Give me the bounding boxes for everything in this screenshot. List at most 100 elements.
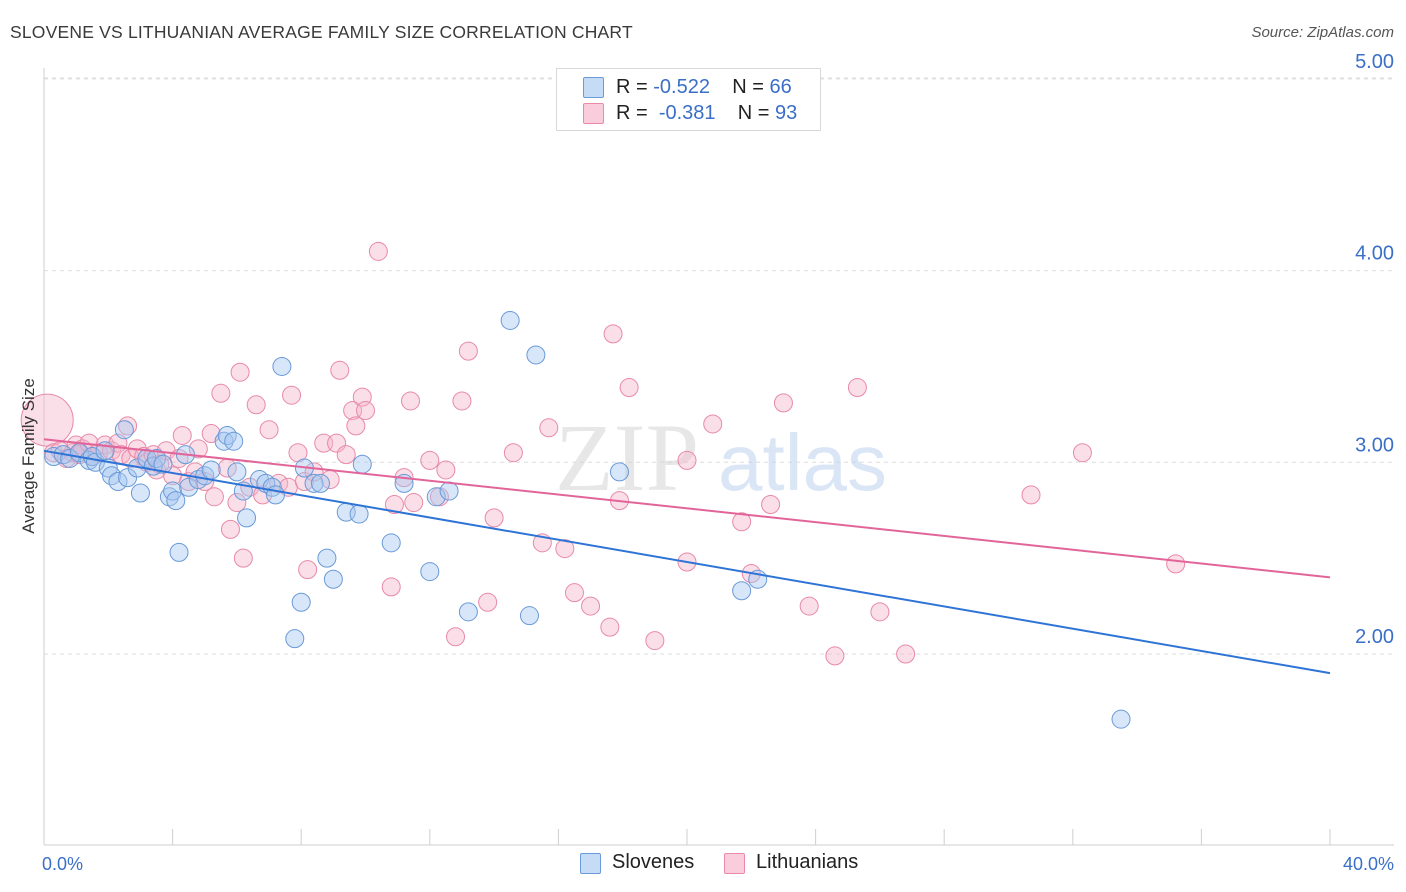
trendlines [43, 438, 1331, 675]
watermark: ZIP atlas [555, 404, 887, 511]
y-tick-label: 2.00 [1355, 626, 1394, 648]
point-lithuanians [436, 460, 456, 480]
source-label: Source: ZipAtlas.com [1251, 24, 1394, 41]
point-lithuanians [619, 378, 639, 398]
point-lithuanians [503, 443, 523, 463]
point-lithuanians [1021, 485, 1041, 505]
stats-text-lithuanians: R = -0.381 N = 93 [616, 102, 797, 125]
point-slovenes [265, 485, 285, 505]
point-lithuanians [259, 420, 279, 440]
point-lithuanians [246, 395, 266, 415]
point-lithuanians [645, 631, 665, 651]
point-lithuanians [230, 362, 250, 382]
point-lithuanians [404, 493, 424, 513]
legend-swatch-lithuanians [724, 853, 745, 874]
point-lithuanians [539, 418, 559, 438]
legend-swatch-slovenes [580, 853, 601, 874]
point-slovenes [317, 548, 337, 568]
point-lithuanians [330, 360, 350, 380]
watermark-zip: ZIP [555, 404, 699, 511]
point-slovenes [237, 508, 257, 528]
n-label: N = [732, 76, 764, 98]
point-lithuanians [188, 439, 208, 459]
n-value: 93 [775, 102, 798, 124]
point-lithuanians [773, 393, 793, 413]
point-slovenes [304, 473, 324, 493]
point-slovenes [179, 477, 199, 497]
point-slovenes [272, 356, 292, 376]
point-lithuanians [1072, 443, 1092, 463]
point-lithuanians [401, 391, 421, 411]
point-slovenes [349, 504, 369, 524]
point-slovenes [381, 533, 401, 553]
point-lithuanians [294, 471, 314, 491]
point-lithuanians [847, 378, 867, 398]
point-lithuanians [204, 487, 224, 507]
point-slovenes [130, 483, 150, 503]
point-slovenes [285, 629, 305, 649]
point-slovenes [500, 310, 520, 330]
point-slovenes [291, 592, 311, 612]
x-tick-label-max: 40.0% [1343, 854, 1394, 874]
point-lithuanians [825, 646, 845, 666]
series-slovenes-points [44, 310, 1131, 729]
point-lithuanians [600, 617, 620, 637]
legend-label-slovenes: Slovenes [612, 851, 695, 873]
y-tick-label: 5.00 [1355, 51, 1394, 73]
point-lithuanians [761, 494, 781, 514]
r-value: -0.381 [658, 102, 716, 124]
x-tick-label-min: 0.0% [42, 854, 83, 874]
point-slovenes [169, 542, 189, 562]
point-lithuanians [420, 450, 440, 470]
point-slovenes [82, 447, 102, 467]
point-lithuanians [732, 512, 752, 532]
point-lithuanians [356, 401, 375, 421]
r-label: R = [616, 76, 648, 98]
stats-legend: R = -0.522 N = 66 R = -0.381 N = 93 [556, 68, 821, 131]
point-slovenes [526, 345, 546, 365]
watermark-atlas: atlas [718, 418, 887, 507]
point-lithuanians [452, 391, 472, 411]
point-lithuanians [298, 560, 318, 580]
legend-swatch-slovenes [583, 77, 604, 98]
point-lithuanians [381, 577, 401, 597]
point-lithuanians [896, 644, 916, 664]
y-tick-label: 3.00 [1355, 434, 1394, 456]
point-slovenes [166, 491, 186, 511]
point-slovenes [323, 569, 343, 589]
point-lithuanians [1166, 554, 1186, 574]
point-lithuanians [384, 494, 404, 514]
point-lithuanians [458, 341, 478, 361]
point-lithuanians [233, 548, 253, 568]
r-label: R = [616, 102, 648, 124]
point-lithuanians [118, 416, 138, 436]
point-lithuanians [703, 414, 723, 434]
point-slovenes [519, 606, 539, 626]
point-lithuanians [677, 450, 697, 470]
trendline-lithuanians [43, 438, 1331, 579]
n-value: 66 [769, 76, 792, 98]
point-slovenes [426, 487, 446, 507]
point-slovenes [458, 602, 478, 622]
series-lithuanians-points [20, 241, 1186, 666]
point-slovenes [310, 473, 330, 493]
point-slovenes [108, 471, 128, 491]
point-slovenes [227, 462, 247, 482]
legend-label-lithuanians: Lithuanians [756, 851, 859, 873]
stats-text-slovenes: R = -0.522 N = 66 [616, 76, 792, 99]
chart-title: SLOVENE VS LITHUANIAN AVERAGE FAMILY SIZ… [10, 22, 633, 42]
legend-swatch-lithuanians [583, 103, 604, 124]
point-slovenes [214, 431, 234, 451]
point-lithuanians [799, 596, 819, 616]
point-slovenes [153, 454, 173, 474]
point-lithuanians [446, 627, 466, 647]
point-slovenes [1111, 709, 1131, 729]
point-slovenes [420, 562, 440, 582]
y-axis-label: Average Family Size [19, 378, 38, 534]
point-lithuanians [484, 508, 504, 528]
point-slovenes [352, 454, 372, 474]
point-lithuanians [581, 596, 601, 616]
point-lithuanians [336, 445, 356, 465]
point-lithuanians [478, 592, 498, 612]
